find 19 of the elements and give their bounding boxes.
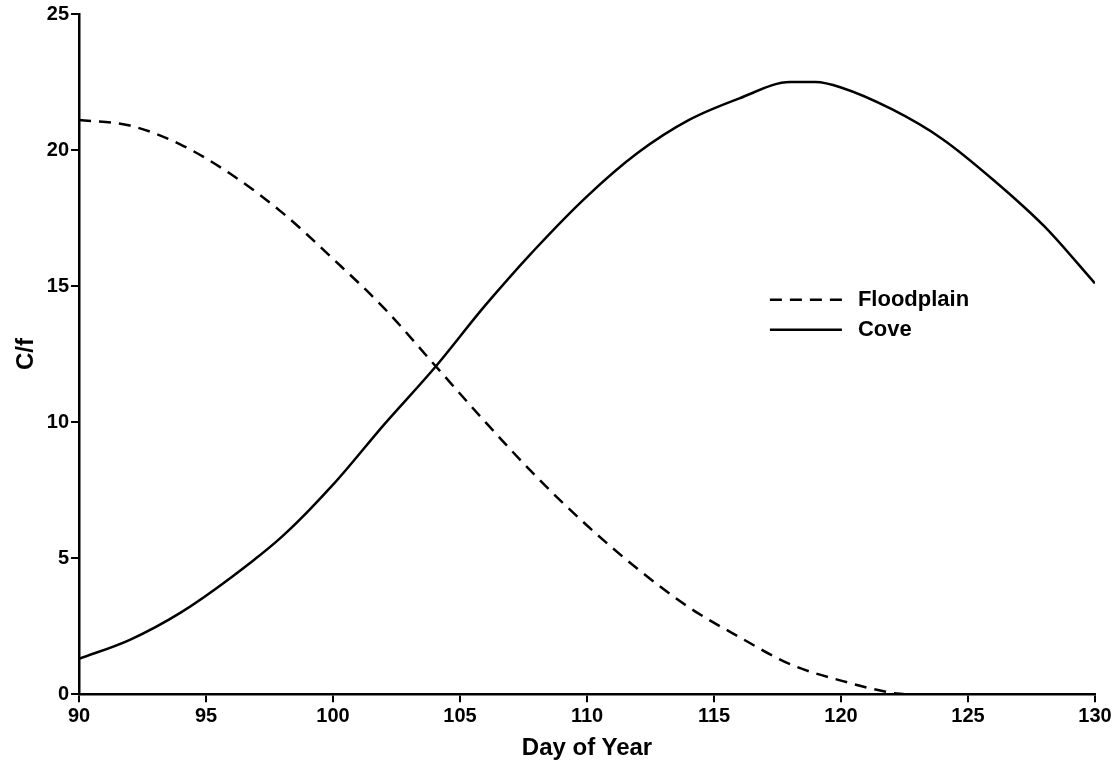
x-axis-title: Day of Year [521,733,653,761]
y-tick-label: 10 [46,409,70,432]
x-tick-label: 100 [316,703,350,726]
y-axis-title: C/f [11,337,39,371]
y-tick-label: 0 [57,681,70,704]
legend-label: Floodplain [857,285,970,311]
legend-label: Cove [857,315,912,341]
x-tick-label: 105 [443,703,477,726]
x-tick-label: 120 [824,703,858,726]
x-tick-label: 110 [570,703,604,726]
y-tick-label: 5 [57,545,70,568]
x-tick-label: 125 [951,703,985,726]
y-tick-label: 20 [46,137,70,160]
y-tick-label: 15 [46,273,70,296]
y-tick-label: 25 [46,1,70,24]
x-tick-label: 95 [194,703,218,726]
x-tick-label: 115 [697,703,731,726]
x-tick-label: 130 [1078,703,1112,726]
x-tick-label: 90 [67,703,91,726]
